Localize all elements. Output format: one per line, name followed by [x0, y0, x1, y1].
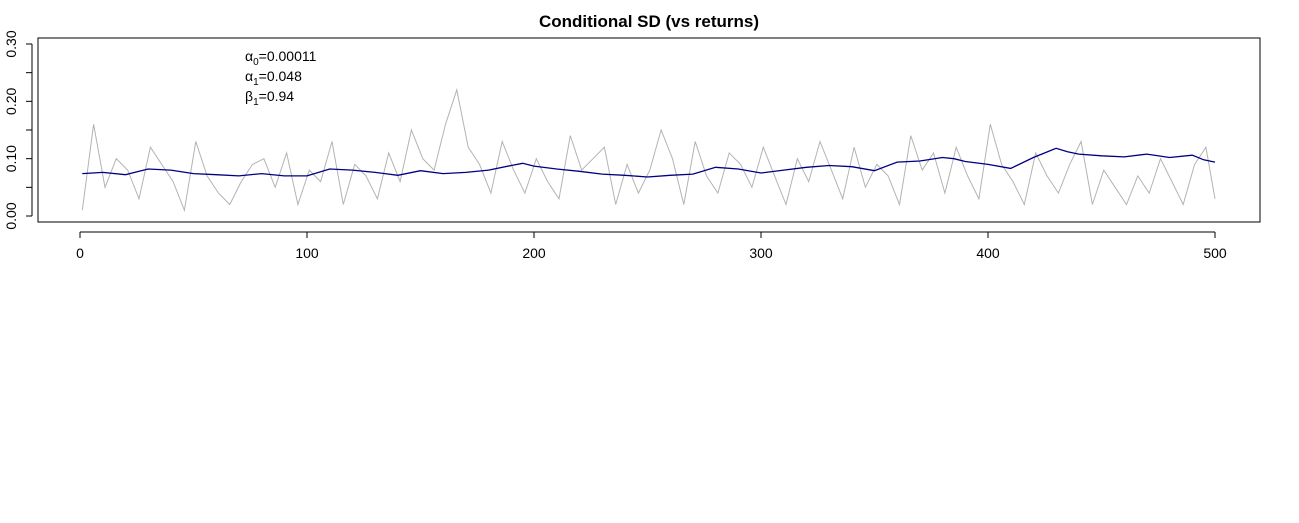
x-tick-label: 300	[749, 245, 773, 261]
annotation-alpha0: α0=0.00011	[245, 48, 317, 68]
annotation-alpha1: α1=0.048	[245, 68, 302, 88]
axis-layer: 0 100 200 300 400 500 0.00 0.10 0.20 0.30	[3, 30, 1227, 261]
svg-text:α0=0.00011: α0=0.00011	[245, 48, 317, 68]
annotation-value: 0.94	[267, 88, 294, 104]
x-tick-label: 0	[76, 245, 84, 261]
y-tick-label: 0.10	[3, 145, 19, 172]
annotation-symbol: α	[245, 48, 253, 64]
annotation-value: 0.048	[267, 68, 302, 84]
returns-series-line	[81, 87, 1216, 213]
annotation-subscript: 1	[253, 97, 259, 108]
y-tick-label: 0.20	[3, 87, 19, 114]
annotation-symbol: α	[245, 68, 253, 84]
svg-text:β1=0.94: β1=0.94	[245, 88, 294, 108]
plot-frame	[37, 37, 1261, 223]
x-tick-label: 500	[1203, 245, 1227, 261]
x-tick-label: 100	[295, 245, 319, 261]
chart-title: Conditional SD (vs returns)	[539, 12, 759, 31]
annotation-subscript: 1	[253, 77, 259, 88]
annotation-beta1: β1=0.94	[245, 88, 294, 108]
y-tick-label: 0.30	[3, 30, 19, 57]
series-layer	[81, 87, 1216, 213]
annotation-subscript: 0	[253, 57, 259, 68]
y-tick-label: 0.00	[3, 202, 19, 229]
conditional-sd-series-line	[82, 147, 1216, 178]
x-tick-label: 200	[522, 245, 546, 261]
annotation-value: 0.00011	[267, 48, 317, 64]
svg-text:α1=0.048: α1=0.048	[245, 68, 302, 88]
x-tick-label: 400	[976, 245, 1000, 261]
annotation-symbol: β	[245, 88, 253, 104]
